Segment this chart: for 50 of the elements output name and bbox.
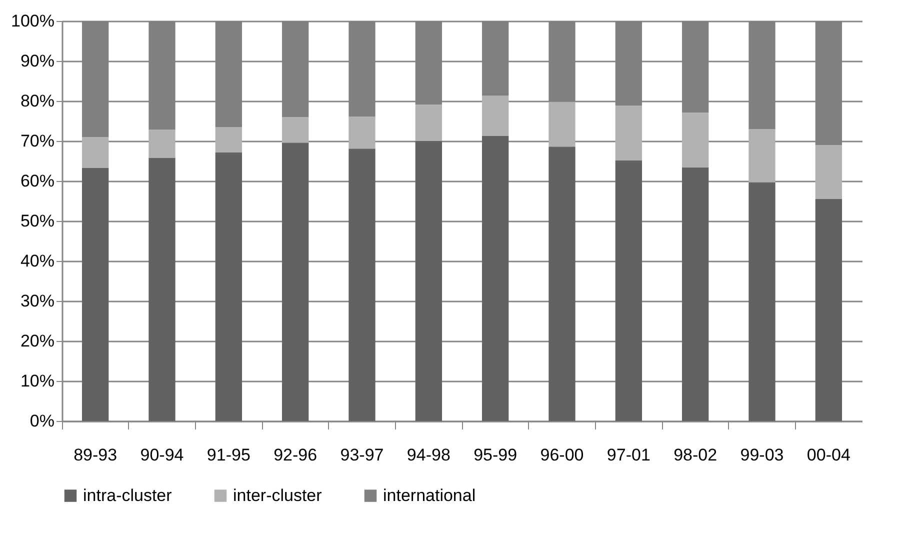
bar: [548, 102, 576, 147]
bar: [148, 130, 176, 158]
x-tick-label: 95-99: [474, 446, 518, 464]
bar: [82, 137, 109, 168]
y-tick-label: 50%: [20, 212, 54, 230]
x-tick-label: 93-97: [340, 446, 384, 464]
y-tick-label: 30%: [20, 292, 54, 310]
bar: [748, 182, 776, 421]
bar: [482, 136, 509, 421]
y-tick-label: 10%: [20, 372, 54, 390]
bar: [615, 106, 642, 160]
x-tick-label: 92-96: [274, 446, 318, 464]
bar: [282, 142, 309, 421]
bar: [415, 141, 442, 421]
x-tick-label: 99-03: [740, 446, 784, 464]
bar: [815, 145, 842, 199]
x-tick-label: 00-04: [806, 446, 850, 464]
x-tick-label: 90-94: [140, 446, 184, 464]
y-tick-label: 100%: [11, 12, 54, 30]
bar: [215, 152, 242, 421]
legend-label: intra-cluster: [83, 486, 172, 505]
bar: [548, 146, 576, 421]
y-tick-label: 80%: [20, 92, 54, 110]
bar: [415, 104, 442, 141]
y-tick-label: 60%: [20, 172, 54, 190]
bar: [82, 168, 109, 421]
x-tick-label: 97-01: [606, 446, 650, 464]
y-tick-label: 40%: [20, 252, 54, 270]
bar: [348, 148, 376, 421]
y-tick-label: 0%: [30, 412, 54, 430]
legend-label: international: [383, 486, 476, 505]
x-tick-label: 96-00: [540, 446, 584, 464]
bar: [282, 117, 309, 143]
y-tick-label: 20%: [20, 332, 54, 350]
x-tick-label: 94-98: [406, 446, 450, 464]
y-tick-label: 70%: [20, 132, 54, 150]
y-tick-label: 90%: [20, 52, 54, 70]
x-tick-label: 91-95: [206, 446, 250, 464]
bar: [615, 160, 642, 421]
bar: [215, 127, 242, 152]
bar: [682, 167, 709, 421]
bar: [815, 199, 842, 421]
bar: [682, 112, 709, 168]
bar: [148, 158, 176, 421]
x-tick-label: 98-02: [674, 446, 718, 464]
bar: [748, 129, 776, 182]
legend-label: inter-cluster: [233, 486, 322, 505]
x-tick-label: 89-93: [74, 446, 118, 464]
bar: [482, 96, 509, 136]
bar: [348, 116, 376, 149]
